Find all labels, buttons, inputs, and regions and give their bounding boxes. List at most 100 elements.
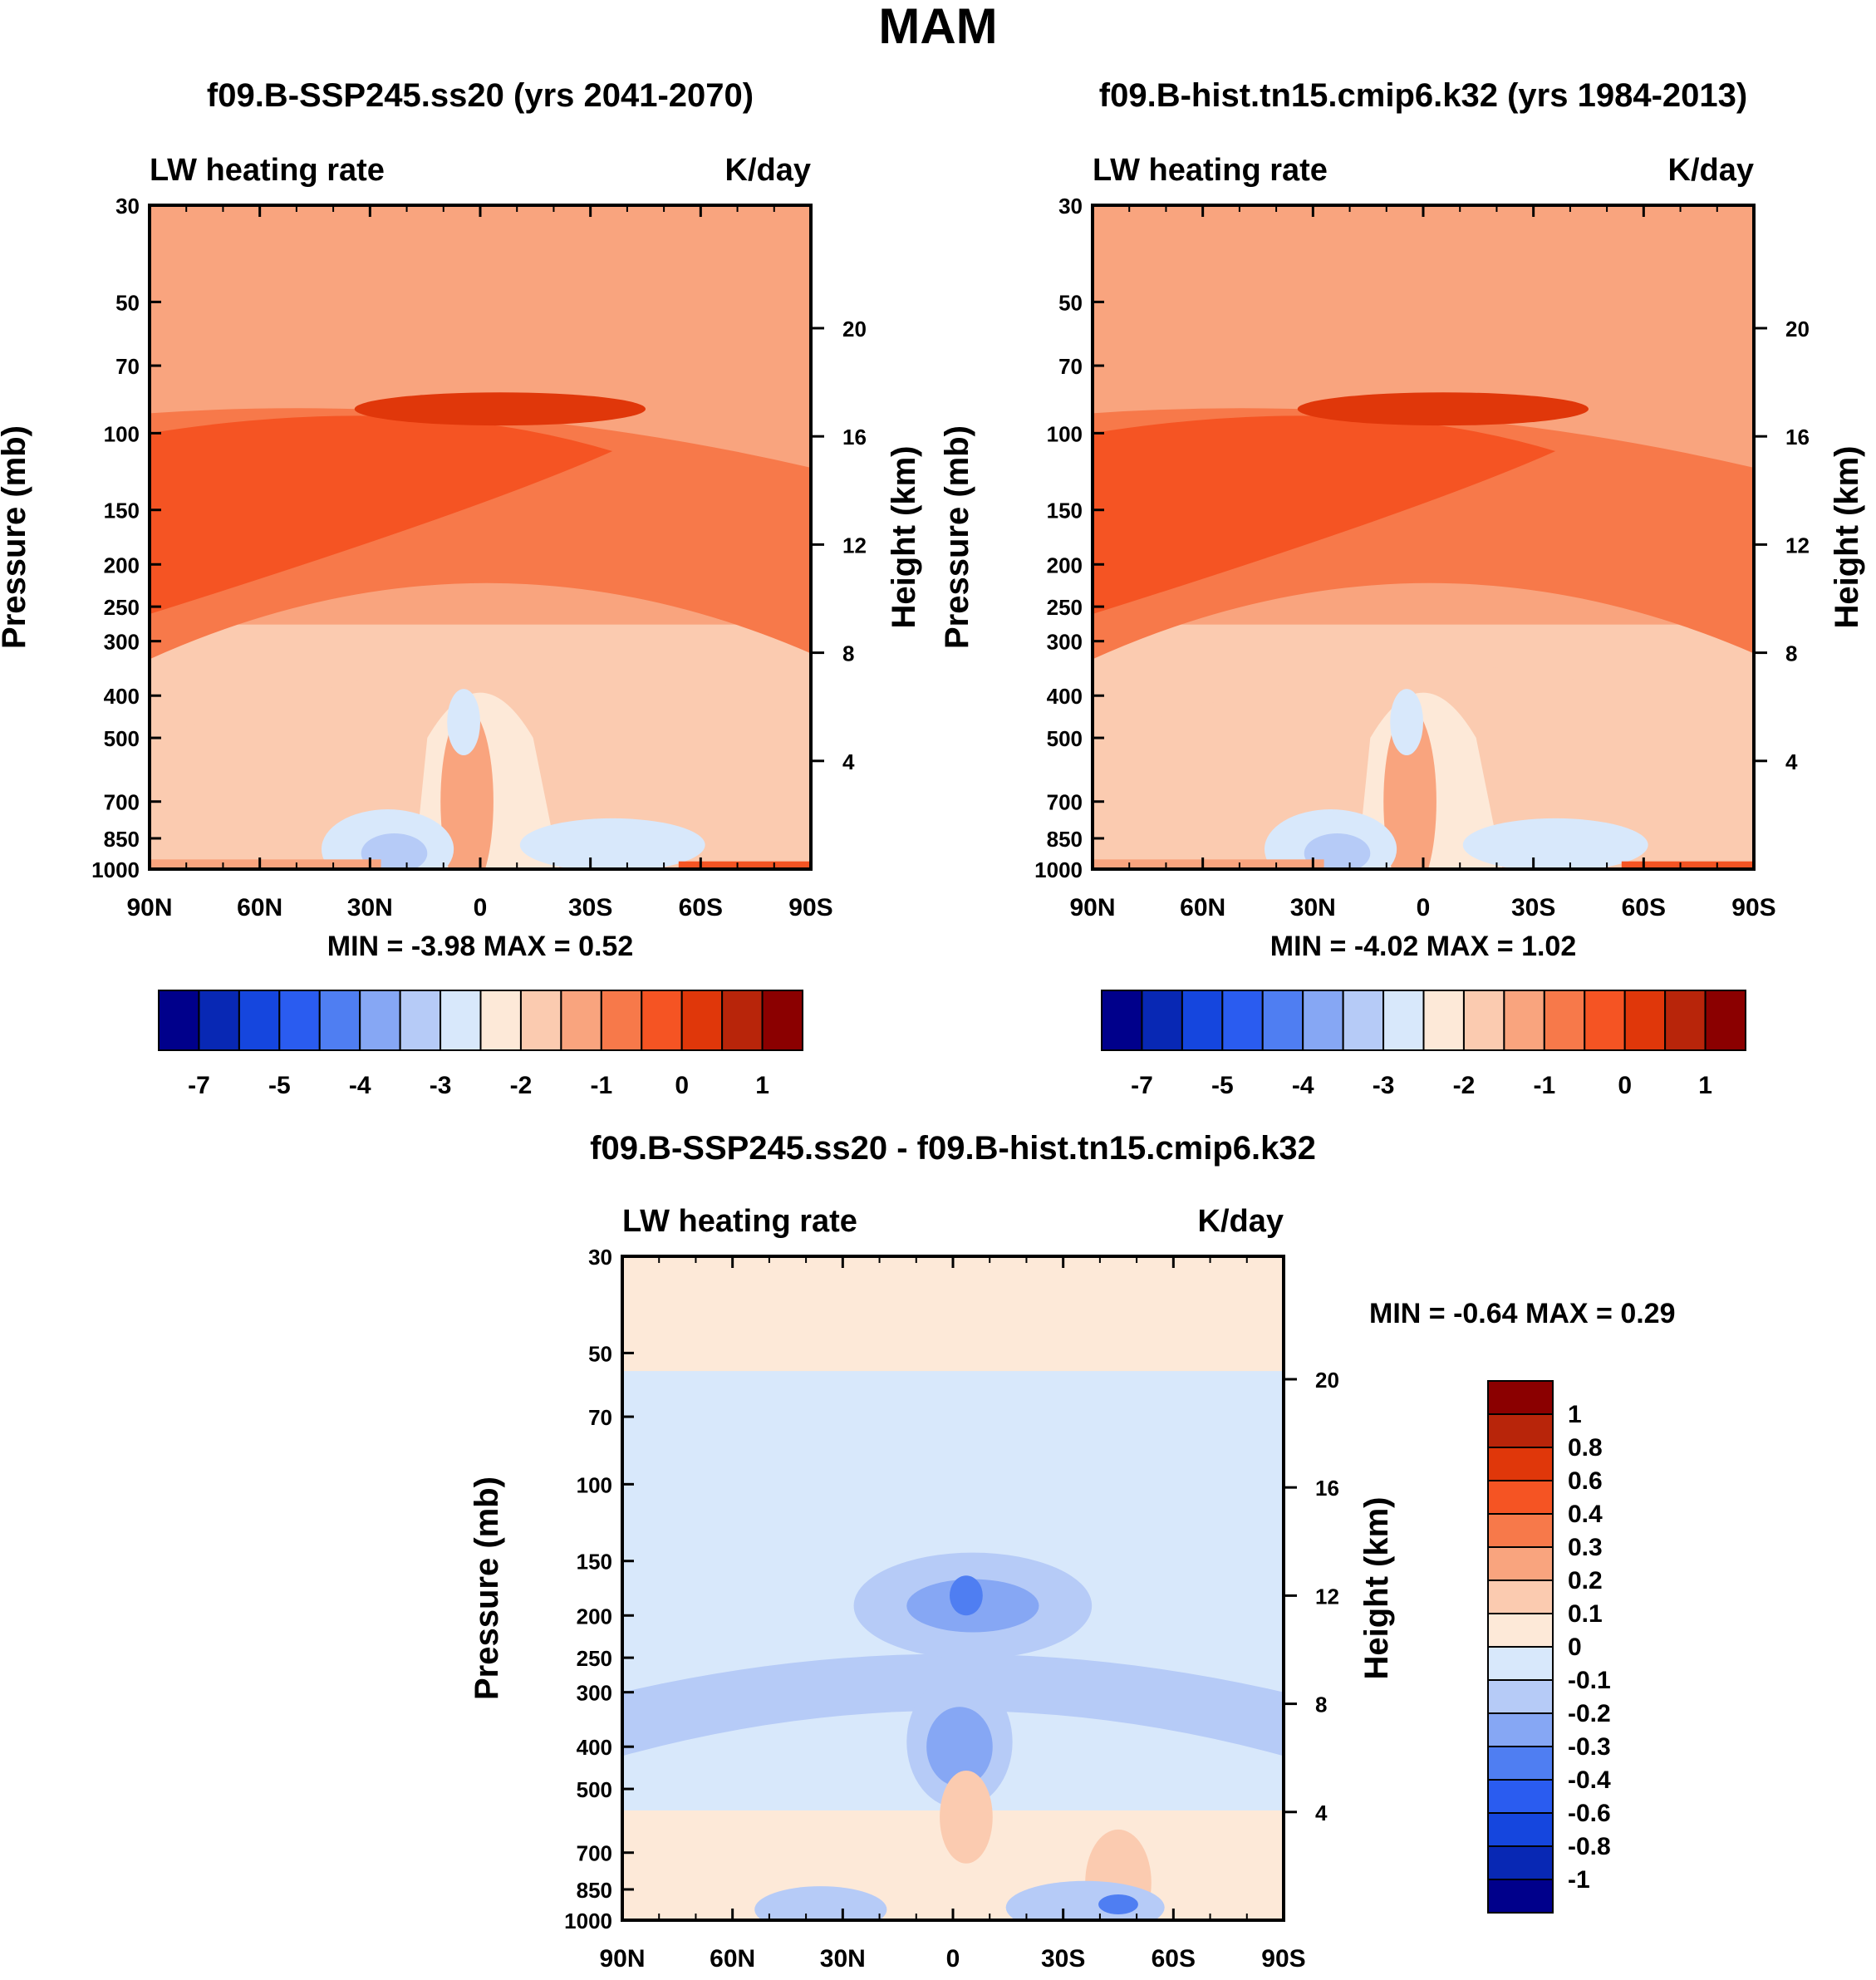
y-tick-label: 300 <box>577 1681 612 1706</box>
field-surface-warm-s <box>678 861 811 869</box>
field-surface-warm <box>150 859 381 869</box>
x-tick-label: 60S <box>679 894 723 921</box>
x-tick-label: 90N <box>126 894 172 921</box>
colorbar-box <box>1487 1845 1554 1880</box>
y-tick-label: 30 <box>115 194 140 219</box>
y-tick-label: 100 <box>577 1472 612 1497</box>
field-max-core <box>354 392 646 426</box>
colorbar-box <box>1221 990 1264 1051</box>
colorbar-label: 1 <box>1568 1401 1582 1428</box>
field-surface-warm-s <box>1621 861 1754 869</box>
x-tick-label: 0 <box>1417 894 1431 921</box>
colorbar-box <box>198 990 240 1051</box>
colorbar-box <box>641 990 683 1051</box>
y-tick-label: 50 <box>1058 290 1083 315</box>
min-max-label: MIN = -3.98 MAX = 0.52 <box>327 931 634 962</box>
colorbar-box <box>1487 1413 1554 1448</box>
colorbar-box <box>359 990 401 1051</box>
y-tick-label: 150 <box>577 1550 612 1575</box>
colorbar-box <box>1487 1546 1554 1581</box>
x-tick-label: 90S <box>1731 894 1775 921</box>
field-low-cool-s <box>1462 818 1648 869</box>
height-tick-label: 20 <box>842 317 867 341</box>
y2-axis-title: Height (km) <box>886 446 922 629</box>
colorbar-box <box>1141 990 1183 1051</box>
colorbar-label: -4 <box>349 1072 371 1099</box>
colorbar-box <box>761 990 803 1051</box>
colorbar-label: -0.1 <box>1568 1667 1611 1694</box>
y-tick-label: 30 <box>1058 194 1083 219</box>
colorbar-box <box>1462 990 1505 1051</box>
field-surface-warm <box>1093 859 1324 869</box>
y2-axis-title: Height (km) <box>1829 446 1865 629</box>
units-label: K/day <box>725 153 811 188</box>
colorbar-label: -0.6 <box>1568 1800 1611 1827</box>
panel-title: f09.B-hist.tn15.cmip6.k32 (yrs 1984-2013… <box>1099 77 1747 114</box>
y-tick-label: 50 <box>588 1341 612 1366</box>
colorbar-box <box>1487 1679 1554 1714</box>
x-tick-label: 90N <box>599 1945 645 1973</box>
y-tick-label: 250 <box>577 1646 612 1671</box>
field-min-core <box>950 1575 983 1616</box>
height-tick-label: 8 <box>1785 641 1797 666</box>
field-max-core <box>1297 392 1589 426</box>
y-tick-label: 1000 <box>564 1909 612 1933</box>
x-tick-label: 30S <box>1511 894 1555 921</box>
height-tick-label: 12 <box>1315 1584 1339 1609</box>
colorbar-label: -3 <box>430 1072 452 1099</box>
colorbar-box <box>1623 990 1667 1051</box>
colorbar-box <box>278 990 321 1051</box>
colorbar-box <box>680 990 724 1051</box>
x-tick-label: 30N <box>347 894 393 921</box>
field-low-cool-n <box>754 1886 887 1920</box>
height-tick-label: 4 <box>1315 1801 1328 1825</box>
x-tick-label: 60S <box>1152 1945 1196 1973</box>
x-tick-label: 60N <box>237 894 282 921</box>
colorbar-box <box>479 990 522 1051</box>
colorbar-box <box>1584 990 1626 1051</box>
x-tick-label: 60N <box>710 1945 755 1973</box>
colorbar-label: -7 <box>1131 1072 1153 1099</box>
colorbar-box <box>1487 1646 1554 1681</box>
x-tick-label: 60N <box>1180 894 1225 921</box>
contour-field <box>1093 205 1754 869</box>
colorbar-box <box>1487 1613 1554 1648</box>
colorbar-label: 1 <box>1698 1072 1712 1099</box>
x-tick-label: 30S <box>568 894 612 921</box>
units-label: K/day <box>1668 153 1754 188</box>
y-tick-label: 700 <box>577 1841 612 1866</box>
x-tick-label: 0 <box>946 1945 960 1973</box>
height-tick-label: 8 <box>1315 1693 1327 1717</box>
colorbar-label: -1 <box>1533 1072 1555 1099</box>
y-tick-label: 700 <box>1047 790 1083 815</box>
y-tick-label: 100 <box>104 421 140 446</box>
height-tick-label: 8 <box>842 641 854 666</box>
colorbar-label: -5 <box>268 1072 291 1099</box>
colorbar-label: 0 <box>675 1072 689 1099</box>
panel-title: f09.B-SSP245.ss20 (yrs 2041-2070) <box>207 77 754 114</box>
y-tick-label: 1000 <box>91 857 140 882</box>
field-low-cool-s <box>519 818 705 869</box>
colorbar-box <box>1342 990 1385 1051</box>
colorbar-label: -0.8 <box>1568 1833 1611 1860</box>
colorbar-label: 0.1 <box>1568 1600 1603 1628</box>
colorbar-label: 0.8 <box>1568 1434 1603 1462</box>
variable-label: LW heating rate <box>150 153 385 188</box>
y-tick-label: 70 <box>1058 354 1083 379</box>
height-tick-label: 12 <box>1785 533 1810 558</box>
colorbar-label: -0.2 <box>1568 1700 1611 1727</box>
y-tick-label: 150 <box>1047 499 1083 523</box>
field-band-strong <box>150 415 613 615</box>
colorbar-box <box>1487 1746 1554 1781</box>
x-tick-label: 60S <box>1622 894 1666 921</box>
colorbar-box <box>1101 990 1143 1051</box>
field-tongue-cool <box>1390 689 1423 756</box>
height-tick-label: 16 <box>1315 1476 1339 1501</box>
field-band-top <box>150 205 811 302</box>
colorbar-box <box>399 990 442 1051</box>
colorbar-box <box>440 990 482 1051</box>
y-tick-label: 700 <box>104 790 140 815</box>
x-tick-label: 30S <box>1041 1945 1085 1973</box>
colorbar-box <box>721 990 764 1051</box>
